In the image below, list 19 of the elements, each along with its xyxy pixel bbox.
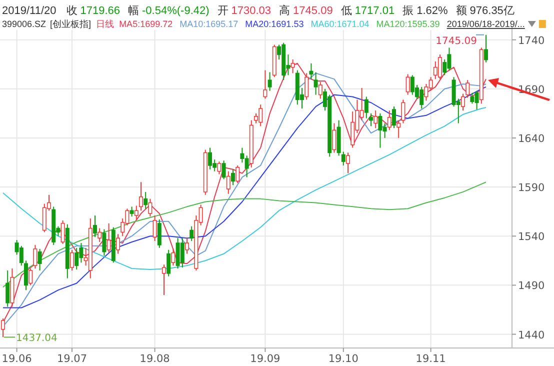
x-tick-label: 19.11 <box>416 353 446 365</box>
line-series <box>2 182 486 288</box>
header: 2019/11/20 收 1719.66 幅 -0.54%(-9.42) 开 1730.03 高 1745.09 低 1717.01 振 1.62% 额 976.35亿 399006.SZ [创业板指] 日线 MA5:1699.72 MA10:1695.17 MA20:1691.53 MA60:1671.04 MA120:1595.39 2019/06/18-2019/... <box>2 5 525 29</box>
x-tick-label: 19.06 <box>2 353 32 365</box>
x-tick-label: 19.09 <box>250 353 280 365</box>
x-tick-label: 19.07 <box>56 353 88 365</box>
annotation: 1745.09 <box>436 36 477 47</box>
y-tick-label: 1740 <box>518 34 545 47</box>
chart-title: 2019/11/20 <box>2 5 56 17</box>
y-tick-label: 1440 <box>518 329 545 342</box>
legend: MA5:1699.72 MA10:1695.17 MA20:1691.53 MA60:1671.04 MA120:1595.39 <box>119 19 440 29</box>
chart-subtitle: 399006.SZ <box>2 19 47 29</box>
y-tick-label: 1590 <box>518 182 545 194</box>
annotation: 1437.04 <box>16 333 58 344</box>
y-tick-label: 1640 <box>518 132 545 145</box>
y-tick-label: 1540 <box>518 231 545 244</box>
x-tick-label: 19.08 <box>140 353 170 365</box>
x-tick-label: 19.10 <box>328 353 358 365</box>
y-tick-label: 1490 <box>518 280 545 292</box>
